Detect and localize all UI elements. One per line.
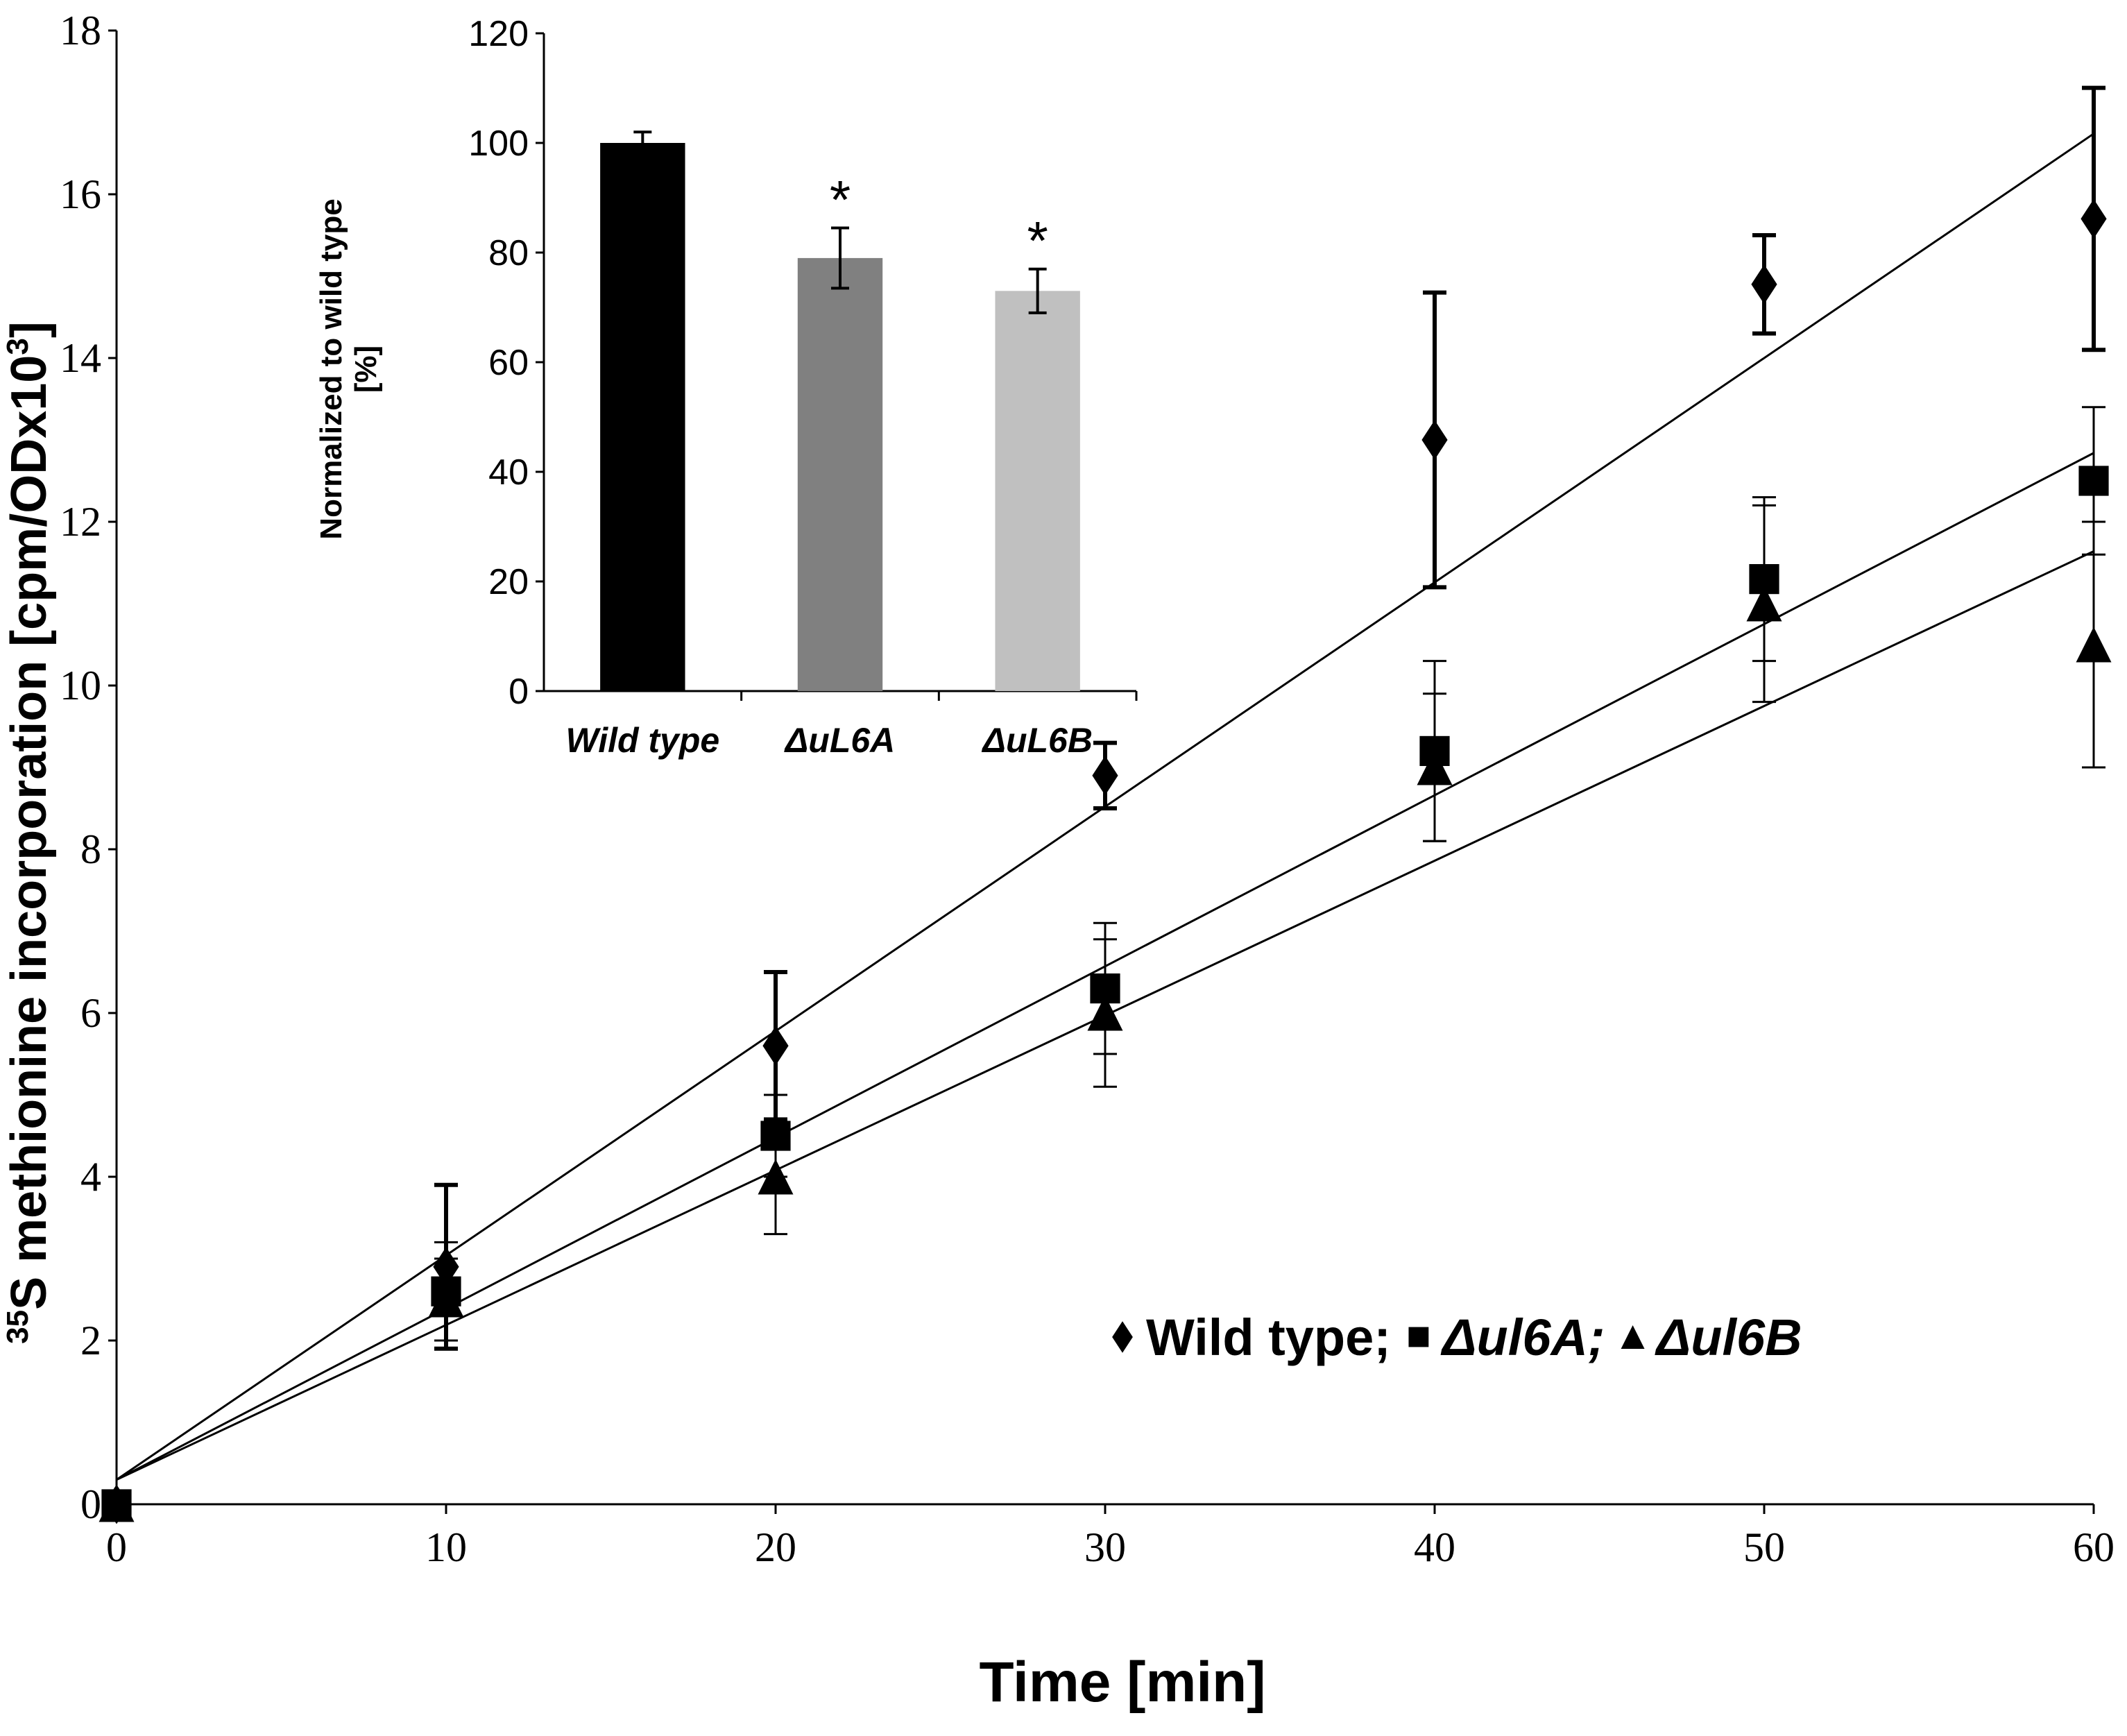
inset-y-tick-label: 80	[488, 233, 529, 273]
y-tick-label: 14	[60, 335, 101, 381]
y-axis-title-end: ]	[1, 321, 57, 338]
data-point-triangle	[1746, 586, 1782, 622]
y-axis-title: 35S methionine incorporation [cpm/ODx103…	[1, 321, 57, 1344]
legend-marker-square	[1408, 1327, 1429, 1347]
data-point-triangle	[428, 1282, 464, 1318]
inset-y-axis-title-line2: [%]	[349, 346, 383, 393]
y-tick-label: 0	[80, 1481, 101, 1527]
legend-marker-diamond	[1112, 1321, 1133, 1353]
x-tick-label: 0	[106, 1524, 127, 1570]
data-point-triangle	[2076, 627, 2112, 663]
inset-category-label: ΔuL6A	[784, 721, 896, 760]
y-tick-label: 8	[80, 826, 101, 872]
data-point-diamond	[762, 1026, 789, 1066]
data-point-triangle	[99, 1486, 135, 1522]
inset-category-label: Wild type	[565, 721, 719, 760]
y-tick-label: 18	[60, 8, 101, 53]
legend-marker-triangle	[1621, 1325, 1645, 1349]
inset-bar	[995, 291, 1080, 691]
legend-label: Δul6A;	[1440, 1309, 1605, 1366]
y-tick-label: 16	[60, 171, 101, 217]
y-axis-title-exponent: 3	[1, 338, 35, 355]
inset-y-tick-label: 100	[468, 124, 529, 164]
y-tick-label: 6	[80, 990, 101, 1036]
data-point-triangle	[1087, 995, 1123, 1031]
y-axis-title-prefix: 35	[1, 1310, 35, 1344]
data-point-triangle	[758, 1159, 794, 1195]
y-tick-label: 4	[80, 1154, 101, 1200]
y-axis-title-main: S methionine incorporation [cpm/ODx10	[1, 355, 57, 1310]
x-axis-title: Time [min]	[979, 1651, 1265, 1714]
significance-asterisk: *	[1027, 210, 1048, 271]
x-tick-label: 20	[755, 1524, 796, 1570]
y-tick-label: 2	[80, 1318, 101, 1363]
inset-bar	[797, 257, 883, 691]
inset-category-label: ΔuL6B	[981, 721, 1093, 760]
data-point-diamond	[1092, 756, 1118, 796]
inset-y-tick-label: 120	[468, 14, 529, 54]
data-point-diamond	[1751, 264, 1777, 305]
inset-y-axis-title: Normalized to wild type [%]	[314, 198, 383, 539]
data-point-square	[760, 1121, 791, 1151]
inset-y-tick-label: 40	[488, 452, 529, 493]
x-tick-label: 10	[425, 1524, 467, 1570]
x-tick-label: 60	[2073, 1524, 2115, 1570]
inset-y-tick-label: 0	[509, 672, 529, 712]
legend-label: Δul6B	[1655, 1309, 1802, 1366]
x-tick-label: 40	[1414, 1524, 1455, 1570]
inset-bar	[600, 143, 685, 691]
x-tick-label: 50	[1743, 1524, 1785, 1570]
data-point-square	[2078, 466, 2109, 496]
inset-y-tick-label: 20	[488, 562, 529, 602]
x-tick-label: 30	[1084, 1524, 1126, 1570]
y-tick-label: 10	[60, 663, 101, 708]
legend-label: Wild type;	[1146, 1309, 1391, 1366]
data-point-diamond	[1421, 420, 1448, 460]
inset-y-axis-title-line1: Normalized to wild type	[314, 198, 348, 539]
inset-y-tick-label: 60	[488, 343, 529, 383]
data-point-diamond	[2081, 198, 2107, 239]
significance-asterisk: *	[830, 169, 851, 230]
data-point-triangle	[1417, 749, 1453, 785]
y-tick-label: 12	[60, 499, 101, 545]
